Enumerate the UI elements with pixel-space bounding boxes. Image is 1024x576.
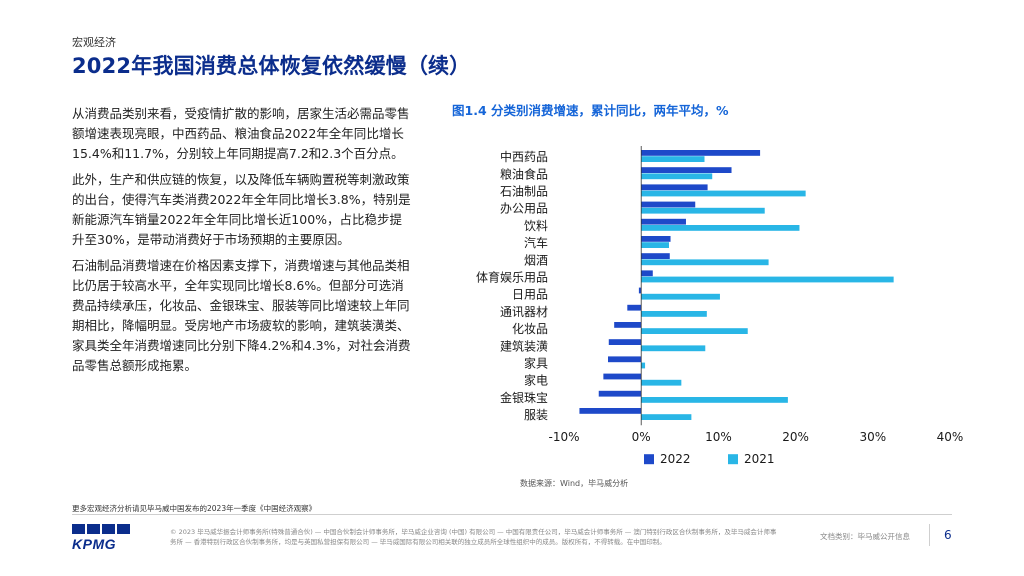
bar-2022 — [608, 339, 642, 345]
bar-2021 — [641, 173, 713, 180]
bar-2021 — [641, 242, 669, 248]
legal-text: © 2023 毕马威华振会计师事务所(特殊普通合伙) — 中国合伙制会计师事务所… — [170, 528, 777, 546]
bar-2021 — [641, 311, 707, 317]
bar-2022 — [641, 218, 686, 225]
bar-2021 — [641, 225, 800, 231]
category-label: 汽车 — [524, 235, 548, 250]
x-tick-label: 20% — [782, 430, 809, 444]
bar-2022 — [603, 373, 642, 380]
bar-2022 — [614, 322, 642, 328]
bar-2022 — [579, 408, 642, 414]
bar-2021 — [641, 156, 705, 162]
page-title: 2022年我国消费总体恢复依然缓慢（续） — [72, 54, 471, 78]
bar-2021 — [641, 397, 788, 403]
bar-2022 — [641, 184, 708, 191]
kpmg-logo: KPMG — [72, 524, 132, 554]
bar-2022 — [641, 167, 732, 173]
bar-2022 — [641, 270, 653, 277]
bar-2022 — [598, 390, 642, 397]
consumption-growth-chart: 中西药品粮油食品石油制品办公用品饮料汽车烟酒体育娱乐用品日用品通讯器材化妆品建筑… — [476, 146, 964, 466]
category-label: 服装 — [524, 408, 548, 422]
x-tick-label: 0% — [632, 430, 651, 444]
page-number: 6 — [944, 528, 952, 542]
legend-label: 2022 — [660, 452, 691, 466]
category-label: 石油制品 — [500, 185, 548, 199]
bar-2021 — [641, 207, 765, 214]
bar-2022 — [641, 236, 671, 242]
document-classification: 文档类别：毕马威公开信息 — [820, 532, 910, 541]
footnote-divider — [72, 514, 952, 515]
legend-label: 2021 — [744, 452, 775, 466]
category-label: 家电 — [524, 373, 548, 388]
chart-title: 图1.4 分类别消费增速，累计同比，两年平均，% — [452, 103, 729, 118]
category-label: 饮料 — [524, 219, 548, 233]
paragraph: 从消费品类别来看，受疫情扩散的影响，居家生活必需品零售额增速表现亮眼，中西药品、… — [72, 106, 410, 161]
category-label: 中西药品 — [500, 149, 548, 164]
section-label: 宏观经济 — [72, 36, 116, 49]
bar-2021 — [641, 362, 646, 369]
bar-2022 — [608, 356, 642, 363]
category-label: 粮油食品 — [500, 166, 548, 181]
bar-2021 — [641, 328, 748, 334]
category-label: 家具 — [524, 356, 548, 371]
bar-2021 — [641, 345, 706, 352]
paragraph: 石油制品消费增速在价格因素支撑下，消费增速与其他品类相比仍居于较高水平，全年实现… — [72, 258, 411, 373]
footer-divider — [929, 524, 930, 546]
category-label: 日用品 — [512, 288, 548, 302]
category-label: 通讯器材 — [500, 305, 548, 319]
body-text: 从消费品类别来看，受疫情扩散的影响，居家生活必需品零售额增速表现亮眼，中西药品、… — [72, 104, 412, 382]
kpmg-logo-blocks-icon — [72, 524, 132, 534]
x-tick-label: 10% — [705, 430, 732, 444]
bar-2021 — [641, 259, 769, 266]
kpmg-logo-text: KPMG — [72, 536, 116, 552]
category-label: 金银珠宝 — [500, 390, 548, 405]
bar-2021 — [641, 190, 806, 197]
legend-swatch-2021 — [728, 454, 738, 465]
x-tick-label: 30% — [859, 430, 886, 444]
x-tick-label: 40% — [937, 430, 964, 444]
footnote: 更多宏观经济分析请见毕马威中国发布的2023年一季度《中国经济观察》 — [72, 504, 317, 513]
bar-2021 — [641, 379, 682, 386]
chart-source: 数据来源：Wind，毕马威分析 — [520, 479, 629, 488]
bar-2021 — [641, 414, 692, 420]
bar-2022 — [638, 287, 642, 294]
legend-swatch-2022 — [644, 454, 654, 465]
bar-2022 — [627, 304, 642, 311]
category-label: 化妆品 — [512, 322, 548, 336]
paragraph: 此外，生产和供应链的恢复，以及降低车辆购置税等刺激政策的出台，使得汽车类消费20… — [72, 172, 411, 247]
bar-2021 — [641, 276, 894, 283]
category-label: 办公用品 — [500, 201, 548, 216]
category-label: 烟酒 — [524, 253, 548, 267]
category-label: 建筑装潢 — [500, 338, 548, 353]
bar-2022 — [641, 150, 761, 156]
x-tick-label: -10% — [548, 430, 579, 444]
bar-2022 — [641, 201, 696, 208]
bar-2021 — [641, 293, 720, 300]
bar-2022 — [641, 253, 670, 259]
category-label: 体育娱乐用品 — [476, 270, 548, 285]
